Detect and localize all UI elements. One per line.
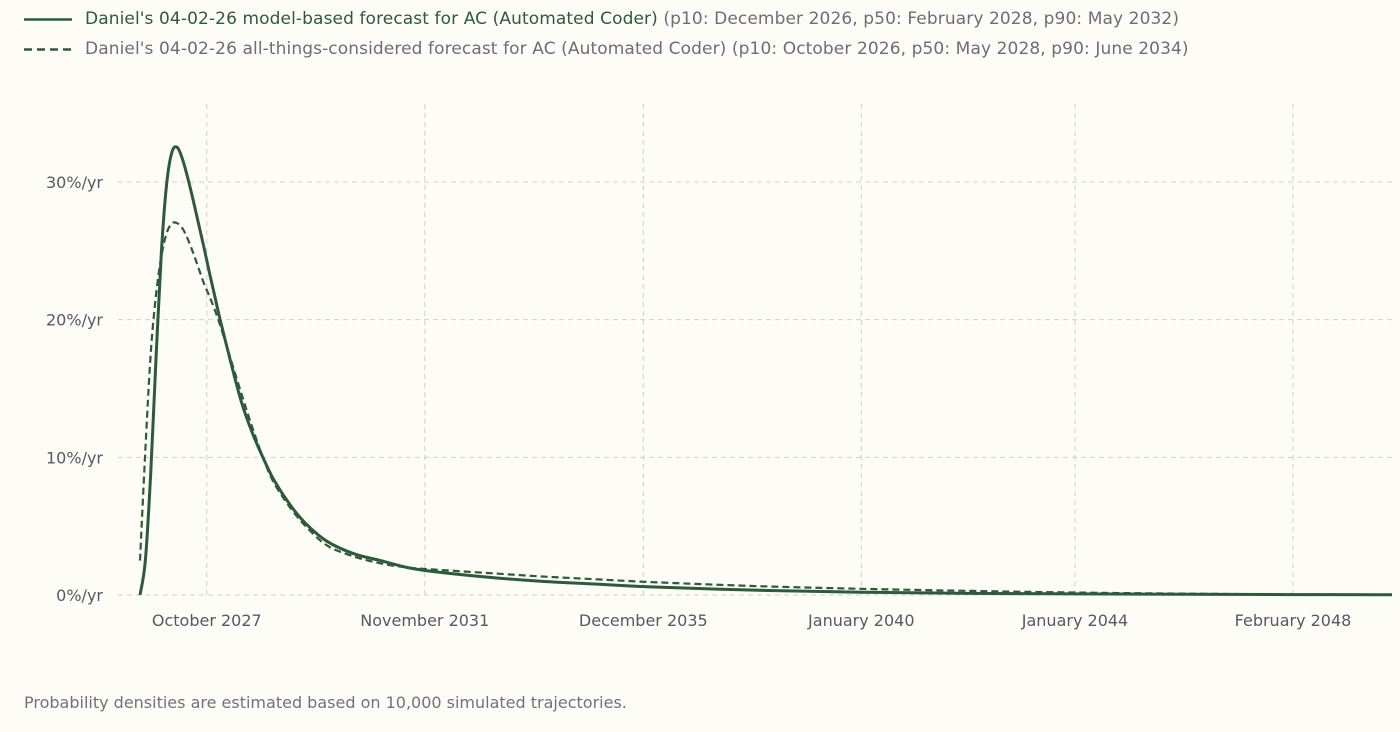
x-tick-label: October 2027 — [152, 611, 262, 630]
grid-lines — [118, 104, 1392, 596]
legend-series-name: Daniel's 04-02-26 model-based forecast f… — [85, 9, 658, 29]
legend-series-name: Daniel's 04-02-26 all-things-considered … — [85, 39, 727, 59]
x-tick-label: February 2048 — [1235, 611, 1352, 630]
legend-item-model-based: Daniel's 04-02-26 model-based forecast f… — [24, 4, 1189, 34]
legend-label: Daniel's 04-02-26 all-things-considered … — [85, 39, 1189, 59]
series-line-model-based — [138, 145, 1392, 597]
y-axis-ticks: 0%/yr 10%/yr 20%/yr 30%/yr — [46, 173, 103, 605]
x-axis-ticks: October 2027 November 2031 December 2035 Ja… — [152, 611, 1351, 630]
legend: Daniel's 04-02-26 model-based forecast f… — [24, 4, 1189, 64]
legend-series-detail: (p10: October 2026, p50: May 2028, p90: … — [731, 39, 1189, 59]
y-tick-label: 20%/yr — [46, 311, 103, 330]
x-tick-label: January 2044 — [1021, 611, 1128, 630]
legend-label: Daniel's 04-02-26 model-based forecast f… — [85, 9, 1179, 29]
footnote: Probability densities are estimated base… — [24, 693, 627, 712]
series-lines — [138, 145, 1392, 597]
x-tick-label: December 2035 — [579, 611, 708, 630]
legend-series-detail: (p10: December 2026, p50: February 2028,… — [663, 9, 1180, 29]
legend-swatch-solid — [24, 17, 72, 21]
legend-swatch-dashed — [24, 47, 72, 51]
series-line-all-things-considered — [138, 221, 1392, 596]
x-tick-label: January 2040 — [807, 611, 914, 630]
y-tick-label: 30%/yr — [46, 173, 103, 192]
x-tick-label: November 2031 — [360, 611, 489, 630]
y-tick-label: 10%/yr — [46, 448, 103, 467]
legend-item-all-things-considered: Daniel's 04-02-26 all-things-considered … — [24, 34, 1189, 64]
y-tick-label: 0%/yr — [56, 586, 103, 605]
